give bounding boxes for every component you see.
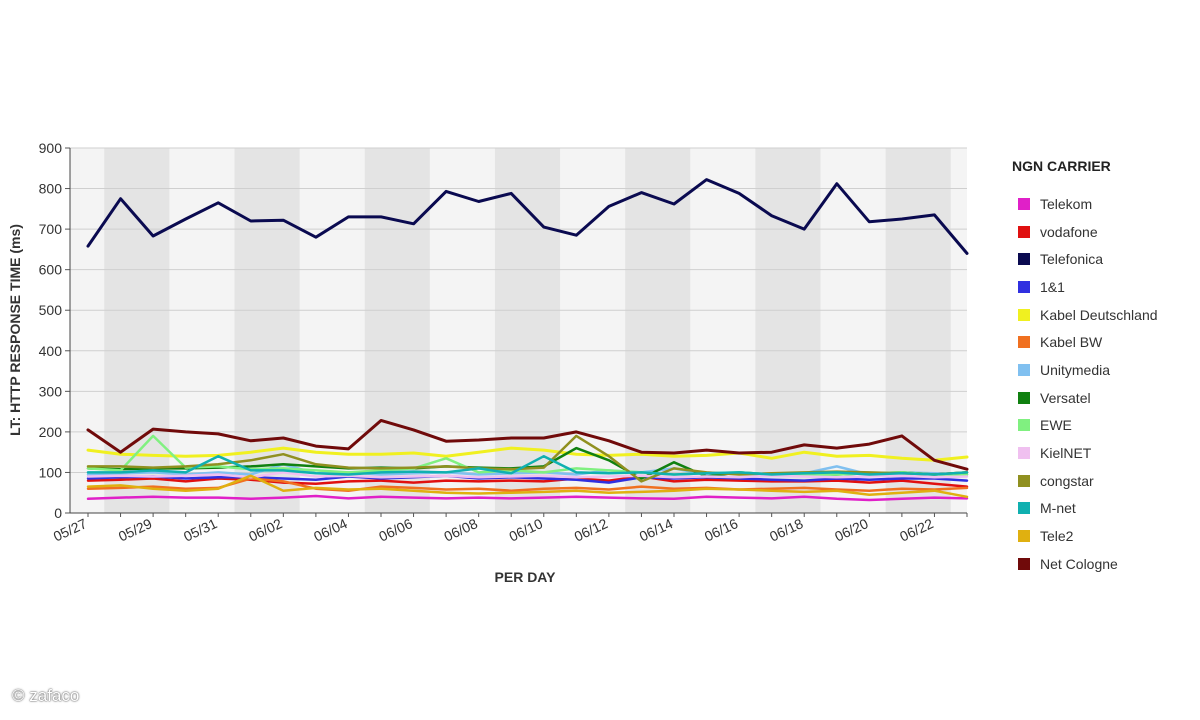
x-tick-label: 06/04 [311, 515, 350, 544]
legend-item: Versatel [1012, 384, 1197, 412]
legend-item: congstar [1012, 467, 1197, 495]
y-tick-label: 0 [54, 505, 62, 521]
series-line-telefonica [86, 178, 969, 255]
x-axis-label: PER DAY [495, 569, 557, 585]
x-tick-label: 06/16 [702, 515, 741, 544]
legend-item: Unitymedia [1012, 356, 1197, 384]
series-line-m-net [86, 454, 969, 476]
legend-label: M-net [1040, 500, 1076, 517]
y-tick-label: 900 [39, 140, 63, 156]
y-axis-label: LT: HTTP RESPONSE TIME (ms) [7, 224, 23, 436]
x-tick-label: 06/02 [246, 515, 285, 544]
y-tick-label: 400 [39, 343, 63, 359]
band [885, 148, 951, 513]
legend-swatch [1018, 530, 1030, 543]
x-tick-label: 05/31 [181, 515, 220, 544]
legend-label: Telefonica [1040, 251, 1104, 268]
y-tick-label: 200 [39, 424, 63, 440]
legend-label: Net Cologne [1040, 555, 1118, 572]
x-tick-labels: 05/27 05/29 05/31 06/02 06/04 06/06 06/08 06/10… [51, 515, 936, 544]
y-tick-label: 500 [39, 302, 63, 318]
legend-swatch [1018, 280, 1030, 293]
legend-label: Telekom [1040, 195, 1093, 212]
legend-label: EWE [1040, 417, 1072, 434]
y-tick-label: 600 [39, 262, 63, 278]
series-lines [86, 178, 969, 502]
legend-swatch [1018, 225, 1030, 238]
y-tick-labels: 0 100 200 300 400 500 600 700 800 900 [39, 140, 63, 521]
y-tick-label: 800 [39, 181, 63, 197]
x-tick-label: 05/29 [116, 515, 155, 544]
x-tick-label: 06/12 [572, 515, 611, 544]
x-tick-label: 06/18 [767, 515, 806, 544]
legend-swatch [1018, 419, 1030, 432]
legend-swatch [1018, 391, 1030, 404]
x-tick-label: 06/10 [507, 515, 546, 544]
y-tick-label: 300 [39, 383, 63, 399]
legend-swatch [1018, 308, 1030, 321]
watermark: © zafaco [12, 686, 80, 705]
legend-swatch [1018, 363, 1030, 376]
legend-label: Kabel BW [1040, 334, 1103, 351]
series-line-vodafone [86, 475, 969, 488]
legend-label: Kabel Deutschland [1040, 306, 1158, 323]
series-line-1-1 [86, 474, 969, 484]
x-tick-label: 06/06 [376, 515, 415, 544]
legend-item: M-net [1012, 495, 1197, 523]
series-line-kabel-deutschland [86, 446, 969, 462]
legend-swatch [1018, 253, 1030, 266]
legend: NGN CARRIER Telekom vodafone Telefonica 1&1… [1012, 158, 1197, 578]
legend-item: Telekom [1012, 190, 1197, 218]
series-line-tele2 [86, 474, 969, 499]
x-tick-label: 06/22 [897, 515, 936, 544]
band [104, 148, 170, 513]
legend-item: Net Cologne [1012, 550, 1197, 578]
legend-swatch [1018, 336, 1030, 349]
legend-item: Kabel BW [1012, 328, 1197, 356]
legend-item: Kabel Deutschland [1012, 301, 1197, 329]
legend-item: EWE [1012, 412, 1197, 440]
legend-swatch [1018, 557, 1030, 570]
legend-label: 1&1 [1040, 278, 1065, 295]
x-tick-label: 06/08 [441, 515, 480, 544]
legend-item: 1&1 [1012, 273, 1197, 301]
legend-swatch [1018, 474, 1030, 487]
legend-label: Unitymedia [1040, 361, 1111, 378]
legend-swatch [1018, 197, 1030, 210]
x-tick-label: 06/14 [637, 515, 676, 544]
series-line-ewe [86, 434, 969, 477]
band [625, 148, 691, 513]
legend-item: Telefonica [1012, 245, 1197, 273]
series-line-kielnet [86, 471, 969, 479]
legend-swatch [1018, 447, 1030, 460]
legend-swatch [1018, 502, 1030, 515]
legend-label: Tele2 [1040, 528, 1074, 545]
legend-label: KielNET [1040, 445, 1092, 462]
band [364, 148, 430, 513]
legend-item: KielNET [1012, 439, 1197, 467]
x-tick-label: 06/20 [832, 515, 871, 544]
legend-item: vodafone [1012, 218, 1197, 246]
legend-label: vodafone [1040, 223, 1098, 240]
axes [69, 148, 968, 517]
series-line-net-cologne [86, 419, 969, 471]
legend-items: Telekom vodafone Telefonica 1&1 Kabel Deutsc… [1012, 190, 1197, 578]
series-line-unitymedia [86, 463, 969, 477]
y-tick-label: 100 [39, 464, 63, 480]
legend-label: congstar [1040, 472, 1094, 489]
legend-label: Versatel [1040, 389, 1091, 406]
legend-item: Tele2 [1012, 522, 1197, 550]
y-tick-label: 700 [39, 221, 63, 237]
series-line-telekom [86, 494, 969, 502]
legend-title: NGN CARRIER [1012, 158, 1111, 174]
